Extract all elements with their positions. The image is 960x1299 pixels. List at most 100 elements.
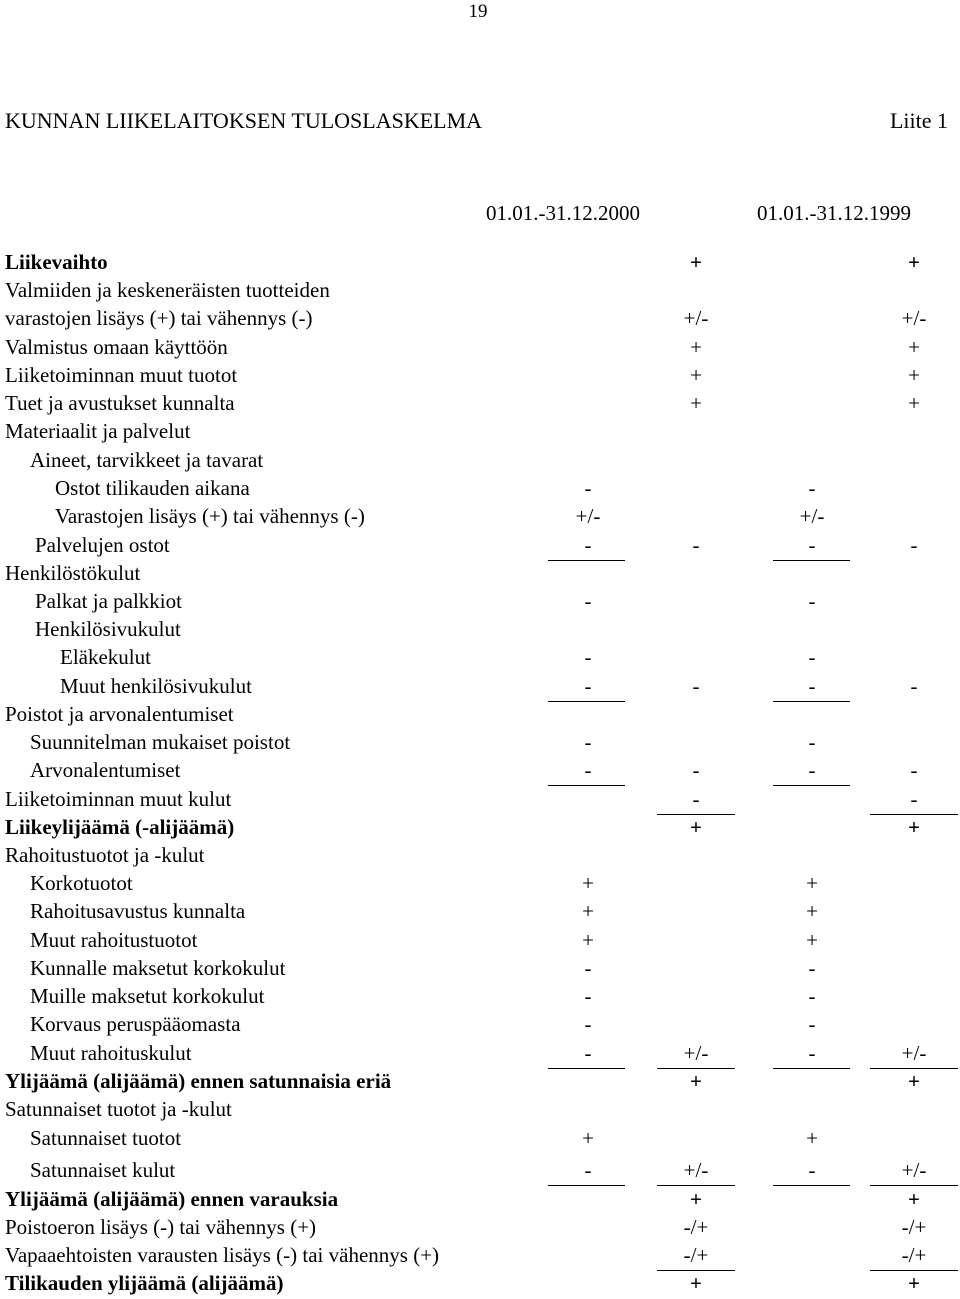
row-label: Korkotuotot [30, 871, 133, 895]
underline [548, 560, 625, 561]
cell: + [690, 250, 702, 274]
row-label: Valmiiden ja keskeneräisten tuotteiden [5, 278, 330, 302]
cell: + [908, 1271, 920, 1295]
cell: + [908, 391, 920, 415]
cell: - [584, 1158, 592, 1182]
row-label: Liiketoiminnan muut kulut [5, 787, 232, 811]
cell: - [910, 758, 918, 782]
cell: - [692, 758, 700, 782]
row-label: Aineet, tarvikkeet ja tavarat [30, 448, 264, 472]
attachment: Liite 1 [889, 108, 948, 133]
cell: + [908, 1069, 920, 1093]
cell: - [584, 533, 592, 557]
row-label: Poistoeron lisäys (-) tai vähennys (+) [5, 1215, 317, 1239]
underline [548, 1068, 625, 1069]
underline [870, 1270, 958, 1271]
cell: + [806, 928, 818, 952]
underline [870, 1068, 958, 1069]
row-label: Liikeylijäämä (-alijäämä) [5, 815, 235, 839]
cell: + [582, 871, 594, 895]
cell: +/- [901, 1041, 927, 1065]
underline [870, 1185, 958, 1186]
row-label: Muut rahoituskulut [30, 1041, 192, 1065]
row-label: Henkilöstökulut [5, 561, 141, 585]
cell: - [808, 730, 816, 754]
row-label: Poistot ja arvonalentumiset [5, 702, 234, 726]
cell: - [584, 1012, 592, 1036]
cell: - [584, 730, 592, 754]
cell: + [582, 928, 594, 952]
underline [548, 1185, 625, 1186]
row-label: Henkilösivukulut [35, 617, 181, 641]
cell: - [808, 984, 816, 1008]
row-label: Palvelujen ostot [35, 533, 170, 557]
row-label: Varastojen lisäys (+) tai vähennys (-) [55, 504, 365, 528]
row-label: Ylijäämä (alijäämä) ennen satunnaisia er… [5, 1069, 392, 1093]
underline [548, 701, 625, 702]
underline [657, 814, 735, 815]
cell: + [690, 363, 702, 387]
underline [773, 1185, 850, 1186]
row-label: Eläkekulut [60, 645, 151, 669]
cell: - [808, 956, 816, 980]
cell: -/+ [683, 1243, 709, 1267]
row-label: Ylijäämä (alijäämä) ennen varauksia [5, 1187, 339, 1211]
cell: - [808, 1041, 816, 1065]
underline [657, 1270, 735, 1271]
cell: + [690, 1187, 702, 1211]
row-label: Kunnalle maksetut korkokulut [30, 956, 286, 980]
cell: + [908, 335, 920, 359]
cell: -/+ [901, 1243, 927, 1267]
underline [870, 814, 958, 815]
row-label: Palkat ja palkkiot [35, 589, 182, 613]
underline [773, 785, 850, 786]
underline [548, 785, 625, 786]
cell: - [808, 533, 816, 557]
row-label: Tuet ja avustukset kunnalta [5, 391, 235, 415]
column-header: 01.01.-31.12.2000 [486, 201, 640, 225]
cell: -/+ [683, 1215, 709, 1239]
underline [773, 560, 850, 561]
page-number: 19 [468, 1, 488, 22]
row-label: Satunnaiset kulut [30, 1158, 176, 1182]
row-label: Materiaalit ja palvelut [5, 419, 191, 443]
row-label: Satunnaiset tuotot ja -kulut [5, 1097, 232, 1121]
cell: + [690, 335, 702, 359]
cell: - [584, 674, 592, 698]
cell: + [582, 1126, 594, 1150]
underline [773, 1068, 850, 1069]
cell: - [584, 589, 592, 613]
cell: + [690, 391, 702, 415]
row-label: Arvonalentumiset [30, 758, 181, 782]
cell: + [690, 1271, 702, 1295]
cell: - [808, 645, 816, 669]
cell: + [908, 250, 920, 274]
cell: - [584, 645, 592, 669]
underline [657, 1185, 735, 1186]
column-header: 01.01.-31.12.1999 [757, 201, 911, 225]
cell: +/- [575, 504, 601, 528]
cell: +/- [683, 1158, 709, 1182]
cell: +/- [683, 1041, 709, 1065]
row-label: Muut henkilösivukulut [60, 674, 252, 698]
cell: - [584, 476, 592, 500]
cell: - [808, 674, 816, 698]
row-label: Rahoitusavustus kunnalta [30, 899, 246, 923]
cell: - [692, 674, 700, 698]
cell: + [806, 871, 818, 895]
cell: + [908, 815, 920, 839]
underline [773, 701, 850, 702]
row-label: Korvaus peruspääomasta [30, 1012, 241, 1036]
cell: - [584, 758, 592, 782]
cell: + [690, 1069, 702, 1093]
cell: + [908, 363, 920, 387]
cell: + [690, 815, 702, 839]
row-label: Liiketoiminnan muut tuotot [5, 363, 238, 387]
row-label: Liikevaihto [5, 250, 108, 274]
cell: + [806, 1126, 818, 1150]
row-label: Satunnaiset tuotot [30, 1126, 182, 1150]
cell: -/+ [901, 1215, 927, 1239]
cell: - [910, 674, 918, 698]
cell: + [908, 1187, 920, 1211]
